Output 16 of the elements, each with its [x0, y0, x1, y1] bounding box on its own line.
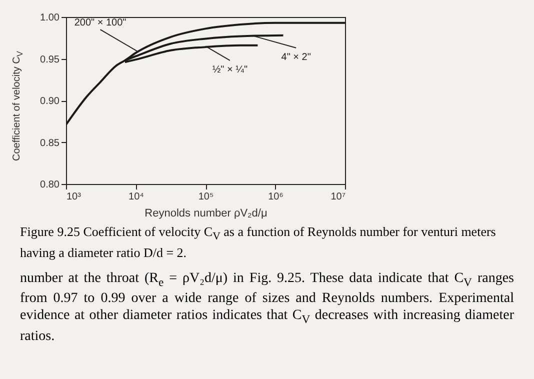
y-tick-label: 0.90	[40, 96, 60, 107]
x-tick-label: 10⁵	[198, 192, 214, 202]
text: number at the throat (R$_{e}$ = ρV₂d/μ) in Fig. 9.25. These data indicate that C$_{V}$ ranges from 0.97 to 0.99 over a wide range of sizes and Reynolds numbers. Experimental evidence at other diameter ratios indicates that C$_{V}$ decreases with increasing diameter ratios.	[20, 270, 514, 344]
x-tick-label: 10³	[66, 192, 82, 202]
x-axis-title: Reynolds number ρV₂d/μ	[144, 208, 268, 220]
y-tick-label: 0.80	[40, 180, 60, 190]
x-tick-label: 10⁴	[128, 192, 144, 202]
y-tick-label: 0.85	[40, 138, 60, 149]
y-tick-label: 1.00	[40, 12, 60, 24]
x-tick-label: 10⁷	[330, 192, 346, 202]
annotation: ½" × ¼"	[212, 64, 248, 76]
x-tick-label: 10⁶	[268, 192, 284, 202]
annotation: 4" × 2"	[281, 52, 312, 63]
y-tick-label: 0.95	[40, 54, 60, 66]
text: Figure 9.25 Coefficient of velocity C$_{V}$ as a function of Reynolds number for venturi meters having a diameter ratio D/d = 2.	[20, 224, 496, 260]
annotation: 200" × 100"	[74, 18, 127, 29]
